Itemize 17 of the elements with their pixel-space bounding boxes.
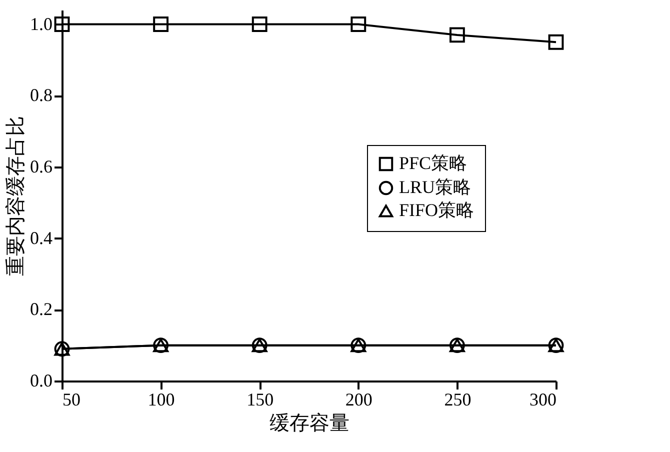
x-axis-title: 缓存容量 — [270, 412, 350, 434]
y-tick-label: 0.6 — [30, 156, 52, 176]
x-tick-label: 100 — [148, 390, 175, 410]
y-tick-label: 0.8 — [30, 85, 52, 106]
x-tick-label: 50 — [62, 390, 80, 410]
y-axis-title: 重要内容缓存占比 — [5, 116, 27, 276]
y-tick-label: 0.0 — [30, 370, 52, 390]
legend-label: PFC策略 — [399, 153, 468, 173]
y-tick-label: 1.0 — [30, 14, 52, 34]
x-tick-label: 200 — [345, 390, 372, 410]
legend-label: FIFO策略 — [399, 200, 474, 220]
x-tick-label: 300 — [530, 390, 556, 410]
legend-label: LRU策略 — [399, 177, 471, 197]
x-tick-label: 250 — [444, 390, 472, 410]
y-tick-label: 0.2 — [30, 299, 52, 320]
x-tick-label: 150 — [246, 390, 274, 410]
y-tick-label: 0.4 — [30, 228, 52, 248]
